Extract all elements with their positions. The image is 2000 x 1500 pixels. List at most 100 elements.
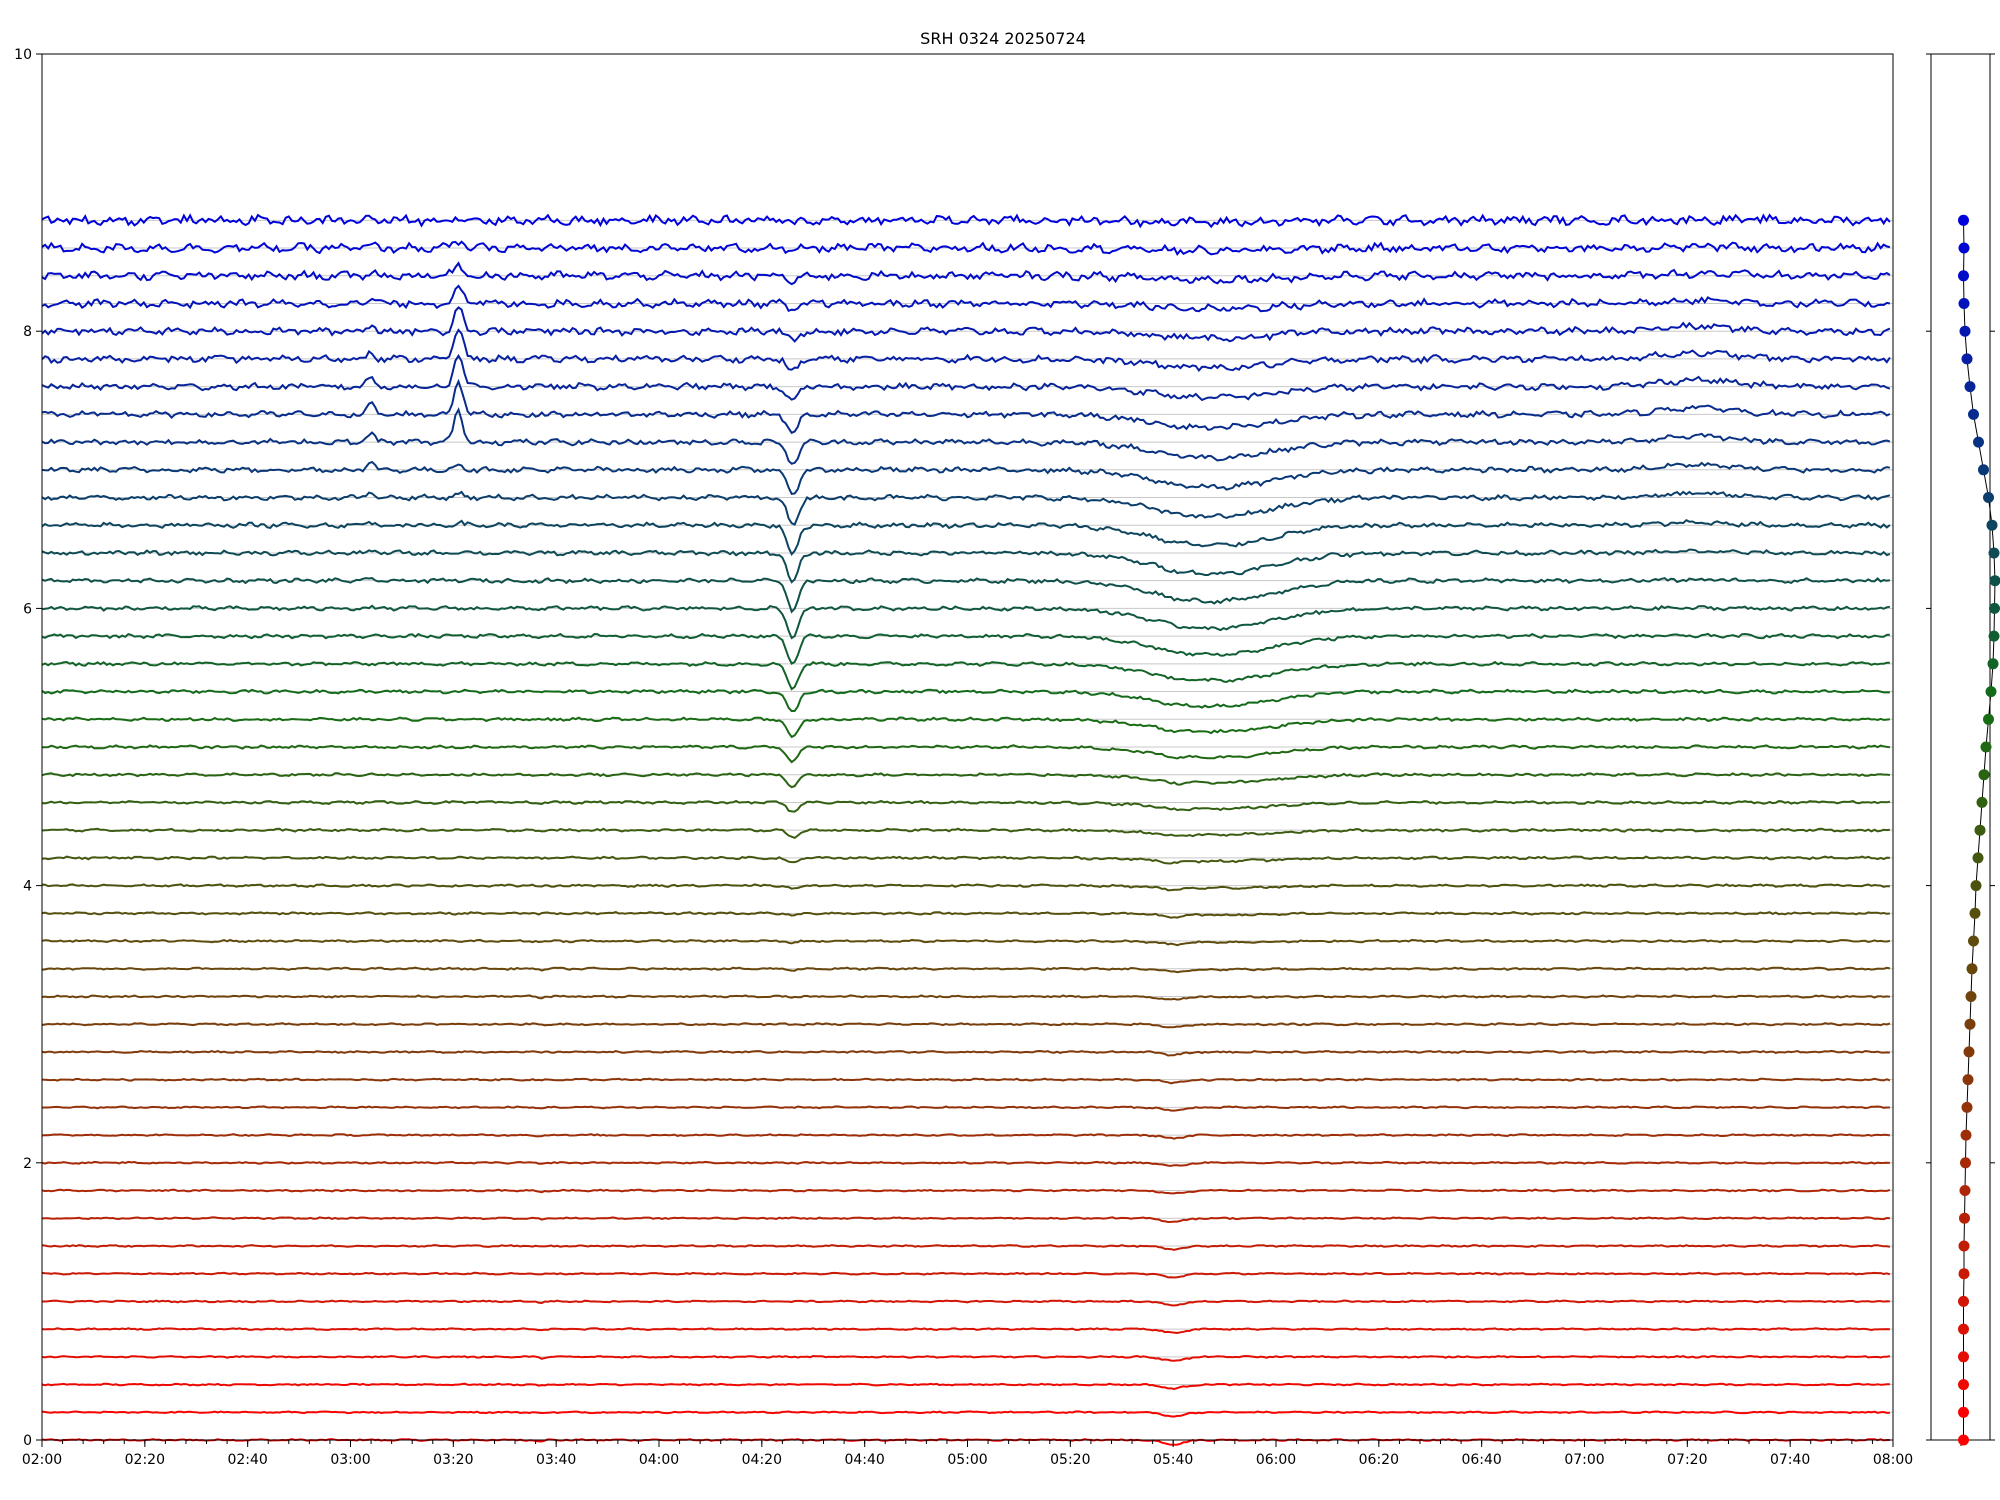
x-tick-label: 03:40 <box>536 1452 576 1468</box>
trace-line <box>41 1049 1890 1057</box>
y-tick-label: 0 <box>23 1433 32 1449</box>
trace-line <box>41 799 1891 813</box>
side-point <box>1966 963 1978 975</box>
trace-line <box>41 353 1891 402</box>
side-point <box>1958 270 1969 282</box>
side-point <box>1958 242 1970 254</box>
trace-line <box>41 1077 1891 1085</box>
y-tick-label: 8 <box>23 324 32 340</box>
trace-line <box>41 1160 1890 1167</box>
main-traces <box>41 213 1891 1446</box>
trace-line <box>41 716 1891 739</box>
trace-line <box>41 577 1891 614</box>
side-point <box>1961 1101 1973 1113</box>
trace-line <box>41 1244 1891 1251</box>
side-point <box>1958 214 1969 226</box>
side-point <box>1964 381 1976 393</box>
side-point <box>1960 1157 1971 1169</box>
side-point <box>1958 1240 1970 1252</box>
trace-line <box>41 407 1891 465</box>
x-tick-label: 06:40 <box>1461 1452 1501 1468</box>
trace-line <box>41 827 1890 840</box>
x-tick-label: 03:20 <box>433 1452 473 1468</box>
trace-line <box>41 1327 1890 1335</box>
trace-line <box>41 1188 1891 1195</box>
side-point <box>1961 353 1973 365</box>
side-point <box>1974 824 1986 836</box>
side-point <box>1962 1074 1974 1086</box>
trace-line <box>41 378 1891 435</box>
side-point <box>1968 408 1979 420</box>
side-point <box>1959 1212 1970 1224</box>
x-tick-label: 05:40 <box>1153 1452 1193 1468</box>
trace-line <box>41 519 1891 557</box>
side-point <box>1958 298 1970 309</box>
trace-line <box>41 966 1891 974</box>
trace-line <box>41 604 1891 640</box>
trace-line <box>41 306 1891 343</box>
trace-line <box>41 213 1891 229</box>
side-point <box>1989 602 2000 614</box>
side-point <box>1985 686 1997 698</box>
side-point <box>1987 658 1999 670</box>
trace-line <box>41 460 1891 495</box>
side-point <box>1983 492 1994 503</box>
trace-line <box>41 1410 1890 1418</box>
trace-line <box>41 688 1890 713</box>
side-point <box>1958 1295 1969 1307</box>
side-point <box>1980 741 1992 753</box>
x-tick-label: 04:40 <box>844 1452 884 1468</box>
trace-line <box>41 1105 1890 1112</box>
y-tick-label: 4 <box>23 879 32 895</box>
trace-line <box>41 855 1890 865</box>
side-point <box>1958 1434 1969 1446</box>
x-tick-label: 02:00 <box>22 1452 62 1468</box>
x-tick-label: 07:40 <box>1770 1452 1810 1468</box>
side-point <box>1958 1351 1969 1363</box>
trace-line <box>41 1354 1891 1362</box>
trace-line <box>41 1382 1890 1391</box>
trace-line <box>41 328 1891 372</box>
main-axes: 02:00 02:20 02:40 03:00 03:20 03:40 04:00 04:20… <box>14 47 1913 1468</box>
side-point <box>1959 1185 1971 1196</box>
x-tick-label: 04:20 <box>742 1452 782 1468</box>
trace-line <box>41 490 1891 526</box>
side-point <box>1960 1129 1972 1141</box>
x-tick-label: 05:00 <box>947 1452 987 1468</box>
trace-line <box>41 994 1891 1001</box>
trace-line <box>41 938 1891 947</box>
trace-line <box>41 772 1891 789</box>
x-tick-label: 02:20 <box>125 1452 165 1468</box>
trace-line <box>41 261 1891 286</box>
trace-line <box>41 284 1891 313</box>
trace-line <box>41 1271 1891 1279</box>
x-tick-label: 08:00 <box>1873 1452 1913 1468</box>
trace-line <box>41 911 1890 919</box>
side-point <box>1958 1323 1969 1335</box>
side-point <box>1989 575 2000 587</box>
side-point <box>1976 796 1988 808</box>
side-point <box>1988 547 2000 559</box>
side-point <box>1959 325 1971 337</box>
trace-line <box>41 240 1891 256</box>
side-point <box>1978 769 1990 781</box>
side-point <box>1973 436 1984 448</box>
y-tick-label: 2 <box>23 1156 32 1172</box>
trace-line <box>41 1216 1890 1224</box>
side-panel <box>1926 53 2000 1446</box>
side-point <box>1972 852 1984 864</box>
trace-line <box>41 744 1891 764</box>
side-point <box>1978 464 1989 476</box>
x-tick-label: 03:00 <box>330 1452 370 1468</box>
trace-line <box>42 1299 1890 1307</box>
y-tick-label: 6 <box>23 601 32 617</box>
side-point <box>1969 907 1981 919</box>
side-point <box>1964 1018 1976 1030</box>
x-tick-label: 02:40 <box>227 1452 267 1468</box>
y-tick-label: 10 <box>14 47 32 63</box>
x-tick-label: 06:20 <box>1359 1452 1399 1468</box>
trace-line <box>41 660 1890 691</box>
side-point <box>1965 991 1977 1002</box>
side-point <box>1988 630 2000 642</box>
